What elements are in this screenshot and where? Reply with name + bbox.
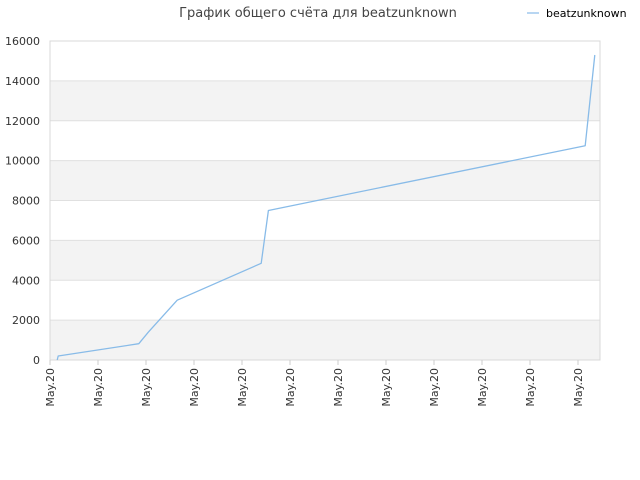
y-tick-label: 10000 bbox=[5, 155, 40, 168]
x-tick-label: May.20 bbox=[332, 368, 345, 407]
x-tick-label: May.20 bbox=[92, 368, 105, 407]
plot-area-frame bbox=[49, 40, 601, 361]
y-tick-label: 16000 bbox=[5, 35, 40, 48]
grid-band bbox=[50, 160, 600, 201]
y-tick-label: 8000 bbox=[12, 195, 40, 208]
chart-title: График общего счёта для beatzunknown bbox=[179, 6, 457, 21]
grid-band bbox=[50, 240, 600, 281]
x-tick-label: May.20 bbox=[188, 368, 201, 407]
grid-bands bbox=[50, 80, 600, 360]
grid-band bbox=[50, 80, 600, 121]
y-tick-label: 0 bbox=[33, 354, 40, 367]
series-line bbox=[56, 54, 596, 361]
y-tick-label: 2000 bbox=[12, 314, 40, 327]
x-axis-ticks: May.20 May.20 May.20 May.20 May.20 May.20 May.… bbox=[44, 360, 585, 407]
y-axis-ticks: 0 2000 4000 6000 8000 10000 12000 14000 16000 bbox=[5, 35, 40, 367]
x-tick-label: May.20 bbox=[572, 368, 585, 407]
grid-band bbox=[50, 320, 600, 360]
x-tick-label: May.20 bbox=[428, 368, 441, 407]
y-tick-label: 12000 bbox=[5, 115, 40, 128]
legend-label: beatzunknown bbox=[546, 7, 627, 20]
x-tick-label: May.20 bbox=[524, 368, 537, 407]
legend: beatzunknown bbox=[527, 7, 627, 20]
x-tick-label: May.20 bbox=[236, 368, 249, 407]
x-tick-label: May.20 bbox=[380, 368, 393, 407]
y-tick-label: 4000 bbox=[12, 274, 40, 287]
x-tick-label: May.20 bbox=[284, 368, 297, 407]
x-tick-label: May.20 bbox=[44, 368, 57, 407]
series-group bbox=[56, 54, 596, 361]
x-tick-label: May.20 bbox=[476, 368, 489, 407]
x-tick-label: May.20 bbox=[140, 368, 153, 407]
y-tick-label: 6000 bbox=[12, 234, 40, 247]
y-tick-label: 14000 bbox=[5, 75, 40, 88]
